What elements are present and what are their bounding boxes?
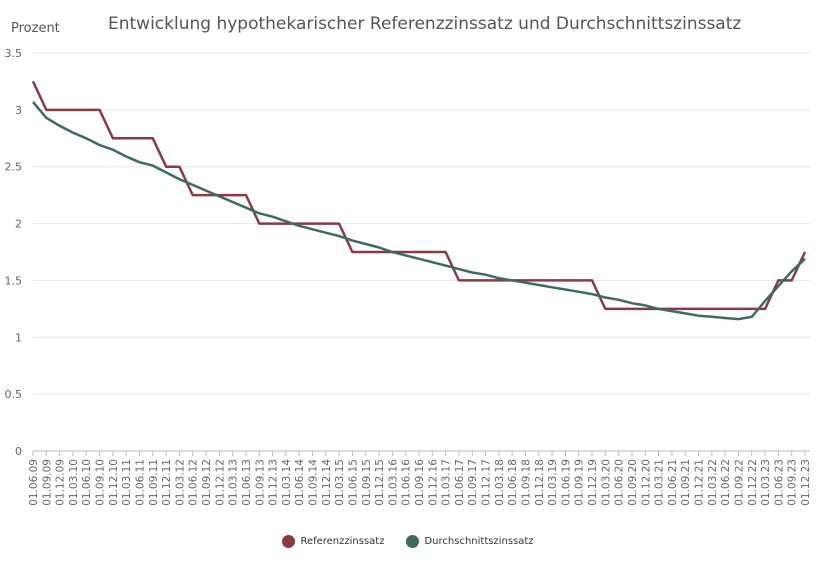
x-tick-label: 01.03.23 [760, 459, 772, 506]
x-tick-label: 01.03.21 [654, 459, 666, 506]
x-tick-label: 01.06.21 [667, 459, 679, 506]
x-tick-label: 01.12.21 [694, 459, 706, 506]
legend-item-referenzzinssatz[interactable]: Referenzzinssatz [282, 535, 384, 548]
x-tick-label: 01.09.13 [254, 459, 266, 506]
x-tick-label: 01.09.15 [361, 459, 373, 506]
y-tick-label: 2.5 [5, 161, 23, 174]
x-tick-label: 01.12.12 [214, 459, 226, 506]
x-tick-label: 01.03.13 [228, 459, 240, 506]
x-tick-label: 01.09.14 [308, 459, 320, 506]
x-tick-label: 01.12.17 [481, 459, 493, 506]
x-tick-label: 01.12.15 [374, 459, 386, 506]
chart-title: Entwicklung hypothekarischer Referenzzin… [108, 14, 742, 34]
x-tick-label: 01.09.19 [574, 459, 586, 506]
x-tick-label: 01.12.10 [108, 459, 120, 506]
x-tick-label: 01.06.17 [454, 459, 466, 506]
x-tick-label: 01.12.18 [534, 459, 546, 506]
x-tick-label: 01.06.18 [507, 459, 519, 506]
x-tick-label: 01.12.11 [161, 459, 173, 506]
x-tick-label: 01.03.17 [441, 459, 453, 506]
y-tick-label: 3 [15, 104, 22, 117]
x-tick-label: 01.06.15 [347, 459, 359, 506]
x-tick-label: 01.03.19 [547, 459, 559, 506]
x-tick-label: 01.03.20 [600, 459, 612, 506]
x-tick-label: 01.12.19 [587, 459, 599, 506]
legend-label: Durchschnittszinssatz [424, 536, 534, 547]
x-tick-label: 01.06.10 [81, 459, 93, 506]
y-tick-label: 1.5 [5, 274, 23, 287]
legend-marker-icon [406, 535, 420, 548]
x-tick-label: 01.09.22 [733, 459, 745, 506]
x-tick-label: 01.09.23 [787, 459, 799, 506]
x-tick-label: 01.09.09 [41, 459, 53, 506]
x-tick-label: 01.09.10 [95, 459, 107, 506]
x-tick-label: 01.09.21 [680, 459, 692, 506]
x-tick-label: 01.03.12 [174, 459, 186, 506]
x-tick-label: 01.03.18 [494, 459, 506, 506]
x-tick-label: 01.06.23 [773, 459, 785, 506]
legend-label: Referenzzinssatz [300, 536, 385, 547]
series-line-durchschnittszinssatz [32, 101, 806, 321]
series-line-referenzzinssatz [31, 80, 807, 311]
x-tick-label: 01.12.23 [800, 459, 812, 506]
y-tick-label: 2 [15, 218, 22, 231]
x-tick-label: 01.03.15 [334, 459, 346, 506]
x-tick-label: 01.06.19 [560, 459, 572, 506]
y-tick-label: 0.5 [5, 388, 23, 401]
x-tick-label: 01.09.20 [627, 459, 639, 506]
y-axis-label: Prozent [11, 21, 60, 36]
x-tick-label: 01.06.11 [134, 459, 146, 506]
x-tick-label: 01.09.18 [520, 459, 532, 506]
x-tick-label: 01.03.22 [707, 459, 719, 506]
y-tick-label: 1 [15, 331, 22, 344]
x-tick-label: 01.12.13 [268, 459, 280, 506]
x-tick-label: 01.09.17 [467, 459, 479, 506]
x-tick-label: 01.06.16 [401, 459, 413, 506]
x-tick-label: 01.12.22 [747, 459, 759, 506]
x-tick-label: 01.06.20 [614, 459, 626, 506]
x-tick-label: 01.03.11 [121, 459, 133, 506]
x-tick-label: 01.12.09 [55, 459, 67, 506]
x-tick-label: 01.06.09 [28, 459, 40, 506]
x-tick-label: 01.12.16 [427, 459, 439, 506]
x-tick-label: 01.03.16 [387, 459, 399, 506]
x-tick-label: 01.09.12 [201, 459, 213, 506]
legend-marker-icon [282, 535, 296, 548]
x-tick-label: 01.06.22 [720, 459, 732, 506]
y-tick-label: 3.5 [5, 47, 23, 60]
legend-item-durchschnittszinssatz[interactable]: Durchschnittszinssatz [406, 535, 534, 548]
x-tick-label: 01.12.14 [321, 459, 333, 506]
x-tick-label: 01.12.20 [640, 459, 652, 506]
x-tick-label: 01.06.13 [241, 459, 253, 506]
x-tick-label: 01.09.16 [414, 459, 426, 506]
x-tick-label: 01.06.12 [188, 459, 200, 506]
x-tick-label: 01.03.10 [68, 459, 80, 506]
legend: Referenzzinssatz Durchschnittszinssatz [0, 535, 816, 548]
x-tick-label: 01.09.11 [148, 459, 160, 506]
x-tick-label: 01.06.14 [294, 459, 306, 506]
x-tick-label: 01.03.14 [281, 459, 293, 506]
y-tick-label: 0 [15, 445, 22, 458]
